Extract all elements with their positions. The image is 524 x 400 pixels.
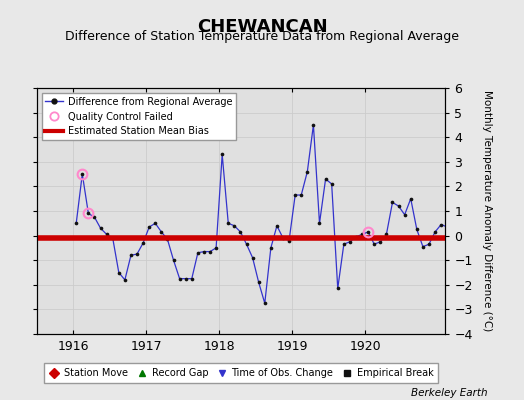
Text: 1917: 1917: [130, 340, 162, 353]
Point: [260, 300, 269, 306]
Point: [248, 254, 257, 261]
Point: [388, 199, 397, 206]
Point: [267, 245, 275, 251]
Point: [431, 229, 439, 235]
Point: [443, 224, 451, 230]
Point: [224, 220, 233, 226]
Point: [272, 222, 281, 229]
Point: [334, 285, 342, 292]
Point: [309, 122, 318, 128]
Text: 1918: 1918: [203, 340, 235, 353]
Legend: Difference from Regional Average, Quality Control Failed, Estimated Station Mean: Difference from Regional Average, Qualit…: [41, 93, 236, 140]
Point: [169, 257, 178, 263]
Point: [188, 276, 196, 282]
Text: 1919: 1919: [276, 340, 308, 353]
Text: Berkeley Earth: Berkeley Earth: [411, 388, 487, 398]
Point: [395, 203, 403, 209]
Text: Difference of Station Temperature Data from Regional Average: Difference of Station Temperature Data f…: [65, 30, 459, 43]
Point: [321, 176, 330, 182]
Point: [72, 220, 80, 226]
Point: [486, 276, 494, 282]
Point: [218, 151, 226, 158]
Point: [5, 236, 14, 242]
Point: [0, 225, 7, 232]
Point: [84, 210, 93, 217]
Point: [279, 235, 287, 241]
Point: [455, 231, 464, 238]
Point: [328, 181, 336, 187]
Point: [145, 224, 154, 230]
Point: [102, 231, 111, 238]
Point: [115, 269, 123, 276]
Point: [206, 248, 214, 255]
Point: [510, 236, 518, 242]
Point: [437, 221, 445, 228]
Point: [352, 234, 360, 240]
Point: [425, 241, 433, 248]
Legend: Station Move, Record Gap, Time of Obs. Change, Empirical Break: Station Move, Record Gap, Time of Obs. C…: [44, 364, 438, 383]
Point: [139, 240, 147, 246]
Point: [467, 256, 476, 262]
Point: [376, 238, 385, 245]
Point: [78, 171, 86, 177]
Point: [236, 229, 245, 235]
Point: [176, 276, 184, 282]
Point: [370, 241, 378, 248]
Point: [291, 192, 299, 198]
Point: [522, 224, 524, 230]
Point: [412, 226, 421, 233]
Point: [419, 244, 427, 250]
Point: [133, 251, 141, 257]
Point: [504, 236, 512, 242]
Point: [127, 252, 135, 258]
Point: [303, 168, 312, 175]
Point: [255, 279, 263, 286]
Point: [498, 241, 506, 248]
Text: CHEWANCAN: CHEWANCAN: [196, 18, 328, 36]
Text: 1916: 1916: [58, 340, 89, 353]
Point: [449, 241, 457, 248]
Point: [96, 225, 105, 232]
Point: [90, 214, 99, 220]
Point: [230, 222, 238, 229]
Text: 1920: 1920: [350, 340, 381, 353]
Point: [400, 212, 409, 218]
Point: [181, 276, 190, 282]
Point: [382, 231, 390, 238]
Point: [163, 236, 172, 242]
Point: [212, 245, 220, 251]
Point: [108, 235, 117, 241]
Point: [315, 220, 324, 226]
Point: [200, 248, 208, 255]
Point: [479, 268, 488, 274]
Point: [492, 251, 500, 257]
Point: [340, 241, 348, 248]
Point: [297, 192, 305, 198]
Point: [346, 238, 354, 245]
Point: [194, 250, 202, 256]
Point: [358, 231, 366, 238]
Point: [364, 229, 373, 235]
Point: [242, 241, 250, 248]
Point: [121, 277, 129, 283]
Point: [516, 219, 524, 225]
Point: [407, 196, 415, 202]
Point: [285, 237, 293, 244]
Point: [474, 289, 482, 295]
Point: [157, 229, 166, 235]
Point: [151, 220, 159, 226]
Point: [461, 248, 470, 255]
Y-axis label: Monthly Temperature Anomaly Difference (°C): Monthly Temperature Anomaly Difference (…: [482, 90, 492, 332]
